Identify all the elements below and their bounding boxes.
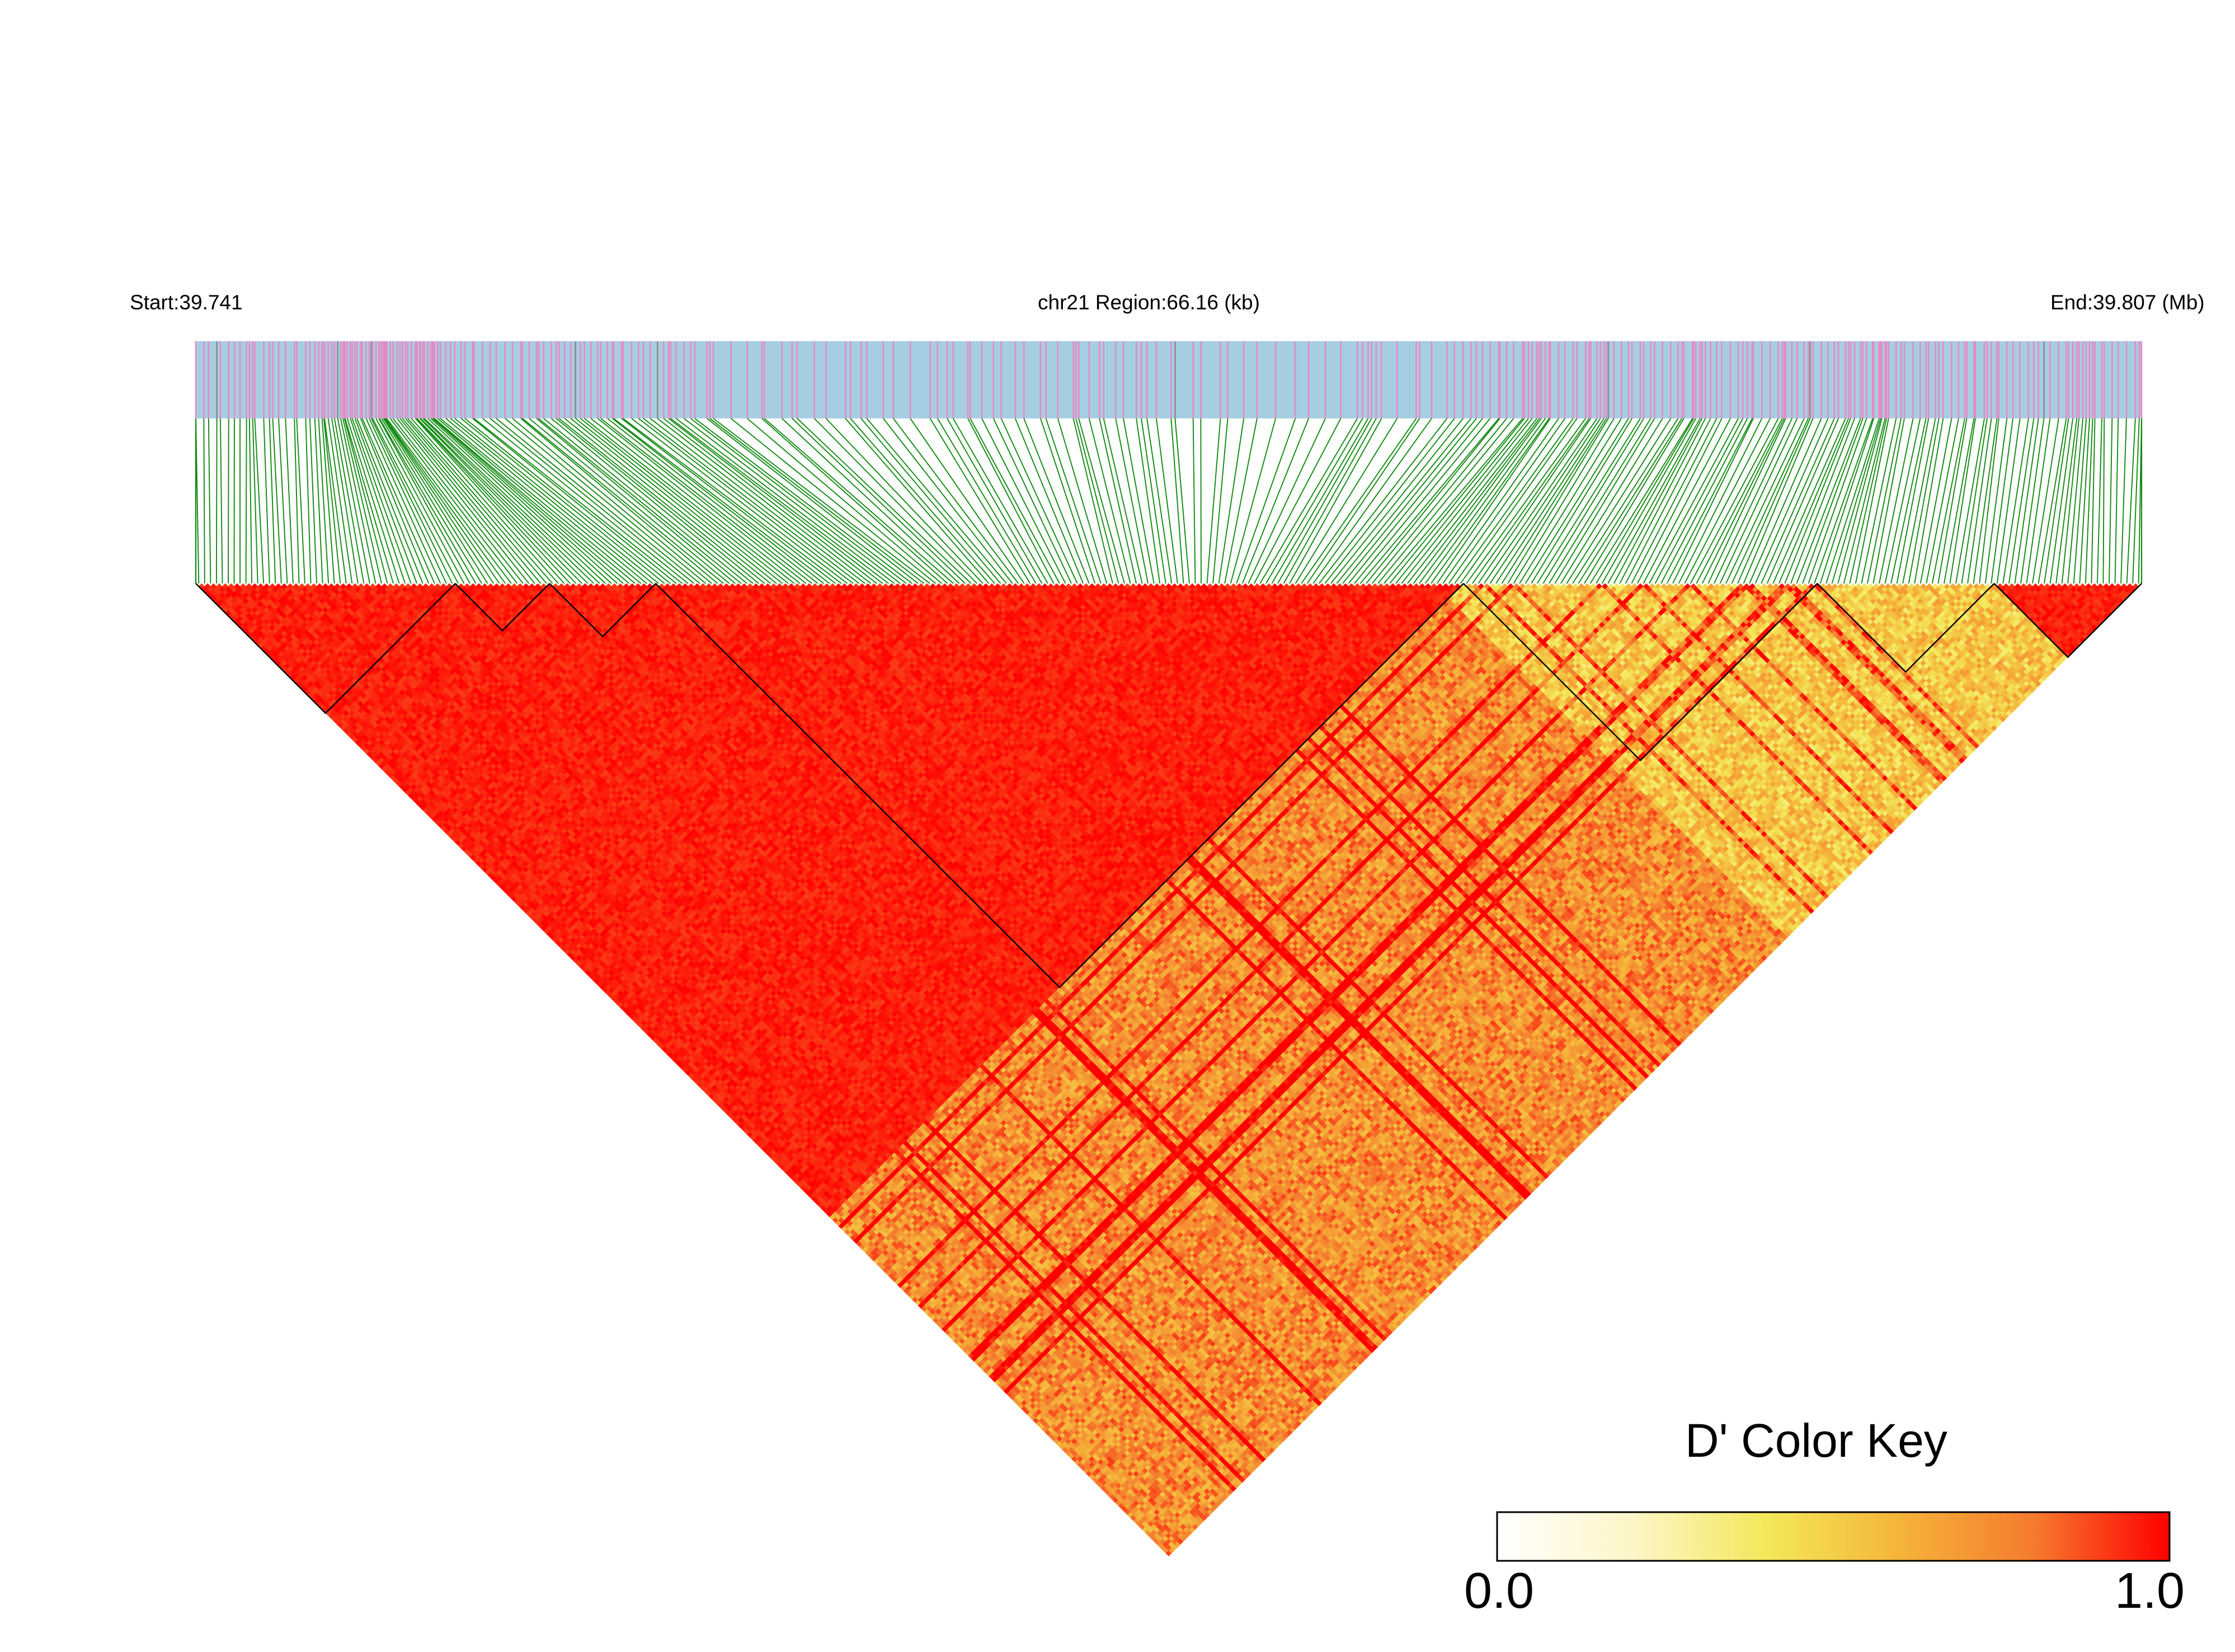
snp-connector	[867, 418, 1006, 583]
snp-connector	[676, 418, 895, 583]
snp-connector	[792, 418, 965, 583]
snp-connector	[1997, 418, 2020, 583]
snp-connector	[390, 418, 517, 583]
snp-connector	[1614, 418, 1702, 583]
snp-connector	[496, 418, 700, 583]
snp-connector	[1384, 418, 1523, 583]
snp-connector	[1785, 418, 1850, 583]
snp-connector	[2115, 418, 2119, 583]
snp-connector	[253, 418, 258, 583]
snp-connector	[2015, 418, 2038, 583]
snp-connector	[710, 418, 924, 583]
snp-connector	[264, 418, 269, 583]
snp-connector	[2103, 418, 2104, 583]
snp-connector	[1123, 418, 1154, 583]
snp-connector	[220, 418, 223, 583]
snp-connector	[1962, 418, 1987, 583]
snp-connector	[883, 418, 1013, 583]
snp-position-track	[196, 341, 2142, 418]
snp-connector	[1561, 418, 1663, 583]
snp-connector	[1921, 418, 1952, 583]
snp-connector	[2039, 418, 2067, 583]
snp-connector	[2109, 418, 2112, 583]
snp-connector	[228, 418, 229, 583]
snp-connector	[420, 418, 582, 583]
snp-connector	[1141, 418, 1166, 583]
snp-connector	[1714, 418, 1792, 583]
snp-connector	[1296, 418, 1398, 583]
snp-connector	[305, 418, 310, 583]
snp-connector	[1193, 418, 1196, 583]
snp-connector	[1832, 418, 1881, 583]
snp-connector	[246, 418, 247, 583]
snp-connector	[1466, 418, 1585, 583]
snp-connector	[255, 418, 264, 583]
snp-connector	[1207, 418, 1221, 583]
ld-triangle-heatmap	[199, 583, 2139, 1557]
snp-connector	[762, 418, 948, 583]
snp-connector	[537, 418, 735, 583]
snp-connector	[1372, 418, 1507, 583]
snp-connector	[1413, 418, 1539, 583]
snp-connector	[1219, 418, 1244, 583]
snp-connector	[250, 418, 252, 583]
snp-connector	[1116, 418, 1148, 583]
snp-connector	[1290, 418, 1381, 583]
snp-track-band	[196, 341, 2142, 418]
snp-connector	[1313, 418, 1432, 583]
snp-connector	[1850, 418, 1886, 583]
snp-connector	[1354, 418, 1490, 583]
snp-connector	[1974, 418, 1997, 583]
snp-connector	[209, 418, 210, 583]
snp-connector	[1803, 418, 1863, 583]
snp-connector	[2121, 418, 2126, 583]
snp-connector	[379, 418, 470, 583]
snp-connector	[1673, 418, 1753, 583]
snp-connector	[968, 418, 1053, 583]
snp-connector	[1873, 418, 1904, 583]
snp-connector	[521, 418, 718, 583]
snp-connector	[1136, 418, 1160, 583]
snp-connector	[1779, 418, 1848, 583]
snp-connector	[1325, 418, 1454, 583]
snp-connector	[1531, 418, 1632, 583]
snp-connector	[2056, 418, 2077, 583]
snp-connector	[850, 418, 995, 583]
snp-connector	[379, 418, 476, 583]
snp-connector	[1231, 418, 1276, 583]
snp-connector-lines	[196, 418, 2142, 583]
snp-connector	[1260, 418, 1357, 583]
snp-connector	[1885, 418, 1921, 583]
snp-connector	[1213, 418, 1227, 583]
snp-connector	[1991, 418, 2013, 583]
snp-connector	[2032, 418, 2059, 583]
snp-connector	[1566, 418, 1671, 583]
snp-connector	[285, 418, 293, 583]
snp-connector	[1319, 418, 1447, 583]
snp-connector	[2050, 418, 2073, 583]
snp-connector	[1602, 418, 1696, 583]
snp-connector	[1001, 418, 1077, 583]
snp-connector	[2097, 418, 2102, 583]
snp-connector	[994, 418, 1071, 583]
